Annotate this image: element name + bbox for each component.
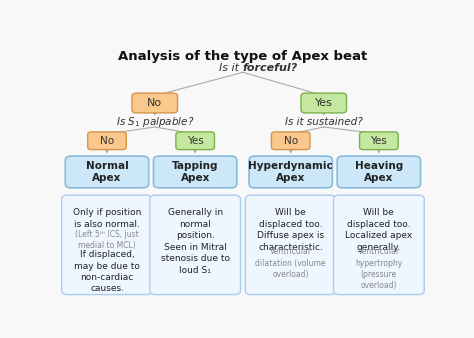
Text: Heaving
Apex: Heaving Apex xyxy=(355,161,403,183)
FancyBboxPatch shape xyxy=(150,195,240,295)
FancyBboxPatch shape xyxy=(88,132,126,150)
Text: No: No xyxy=(147,98,162,108)
Text: Hyperdynamic
Apex: Hyperdynamic Apex xyxy=(248,161,333,183)
FancyBboxPatch shape xyxy=(246,195,336,295)
Text: Is it sustained?: Is it sustained? xyxy=(285,117,363,127)
Text: Ventricular
hypertrophy
(pressure
overload): Ventricular hypertrophy (pressure overlo… xyxy=(355,247,402,290)
Text: Generally in
normal
position.
Seen in Mitral
stenosis due to
loud S₁: Generally in normal position. Seen in Mi… xyxy=(161,209,230,275)
Text: (Left 5ᵗʰ ICS, just
medial to MCL): (Left 5ᵗʰ ICS, just medial to MCL) xyxy=(75,230,139,250)
FancyBboxPatch shape xyxy=(272,132,310,150)
Text: Will be
displaced too.
Diffuse apex is
characteristic.: Will be displaced too. Diffuse apex is c… xyxy=(257,209,324,252)
Text: forceful?: forceful? xyxy=(243,63,298,73)
Text: Is it: Is it xyxy=(219,63,243,73)
FancyBboxPatch shape xyxy=(176,132,214,150)
Text: Will be
displaced too.
Localized apex
generally.: Will be displaced too. Localized apex ge… xyxy=(345,209,412,252)
FancyBboxPatch shape xyxy=(337,156,420,188)
FancyBboxPatch shape xyxy=(360,132,398,150)
FancyBboxPatch shape xyxy=(249,156,332,188)
Text: Analysis of the type of Apex beat: Analysis of the type of Apex beat xyxy=(118,50,367,63)
Text: Normal
Apex: Normal Apex xyxy=(86,161,128,183)
FancyBboxPatch shape xyxy=(301,93,346,113)
Text: Ventricular
dilatation (volume
overload): Ventricular dilatation (volume overload) xyxy=(255,247,326,279)
Text: Yes: Yes xyxy=(315,98,333,108)
Text: Only if position
is also normal.: Only if position is also normal. xyxy=(73,209,141,229)
Text: No: No xyxy=(100,136,114,146)
FancyBboxPatch shape xyxy=(154,156,237,188)
Text: If displaced,
may be due to
non-cardiac
causes.: If displaced, may be due to non-cardiac … xyxy=(74,250,140,293)
Text: Yes: Yes xyxy=(187,136,203,146)
Text: Yes: Yes xyxy=(371,136,387,146)
Text: Is $S_1$ palpable?: Is $S_1$ palpable? xyxy=(116,115,194,129)
Text: Tapping
Apex: Tapping Apex xyxy=(172,161,219,183)
FancyBboxPatch shape xyxy=(334,195,424,295)
FancyBboxPatch shape xyxy=(62,195,152,295)
Text: No: No xyxy=(283,136,298,146)
FancyBboxPatch shape xyxy=(65,156,149,188)
FancyBboxPatch shape xyxy=(132,93,178,113)
